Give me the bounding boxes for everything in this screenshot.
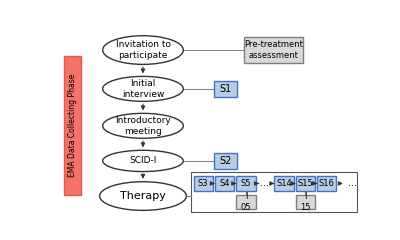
Text: ...: ... [348,179,357,188]
Ellipse shape [100,182,186,210]
FancyBboxPatch shape [317,176,336,191]
Text: Therapy: Therapy [120,191,166,201]
Text: S5: S5 [241,179,251,188]
FancyBboxPatch shape [296,176,315,191]
Text: S14: S14 [276,179,292,188]
FancyBboxPatch shape [64,56,81,195]
FancyBboxPatch shape [191,172,357,212]
Text: ...: ... [260,179,270,188]
FancyBboxPatch shape [214,81,237,97]
Text: S16: S16 [319,179,335,188]
Text: S4: S4 [219,179,230,188]
Text: I
05: I 05 [241,192,251,212]
FancyBboxPatch shape [296,195,315,209]
FancyBboxPatch shape [236,195,256,209]
Text: I
15: I 15 [300,192,311,212]
Text: S15: S15 [298,179,313,188]
Text: S3: S3 [198,179,208,188]
FancyBboxPatch shape [214,153,237,169]
Ellipse shape [103,113,183,138]
Text: SCID-I: SCID-I [129,156,157,165]
FancyBboxPatch shape [274,176,294,191]
FancyBboxPatch shape [236,176,256,191]
Text: Initial
interview: Initial interview [122,79,164,99]
Ellipse shape [103,36,183,64]
Text: Pre-treatment
assessment: Pre-treatment assessment [244,40,303,60]
Text: Invitation to
participate: Invitation to participate [116,40,170,60]
FancyBboxPatch shape [194,176,213,191]
FancyBboxPatch shape [215,176,234,191]
Text: S1: S1 [219,84,231,94]
Text: EMA Data Collecting Phase: EMA Data Collecting Phase [68,74,77,177]
Text: S2: S2 [219,156,231,166]
Ellipse shape [103,150,183,172]
FancyBboxPatch shape [244,37,303,63]
Text: Introductory
meeting: Introductory meeting [115,116,171,136]
Ellipse shape [103,76,183,101]
